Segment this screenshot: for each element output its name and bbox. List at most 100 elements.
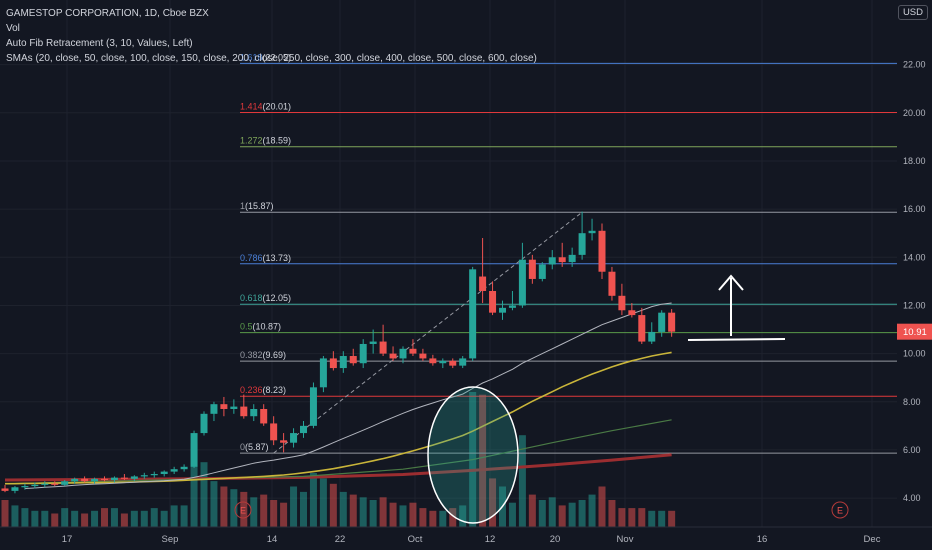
volume-bar [439,510,447,527]
earnings-icon[interactable] [234,501,252,519]
candle-body[interactable] [110,477,118,481]
candle-body[interactable] [290,433,298,443]
fib-level-label: 0.786(13.73) [240,253,291,263]
volume-bar [648,510,656,527]
candle-body[interactable] [568,254,576,263]
price-axis[interactable] [897,0,932,550]
candle-body[interactable] [11,487,19,491]
candle-body[interactable] [578,233,586,255]
candle-body[interactable] [489,290,497,313]
candle-body[interactable] [459,358,467,366]
volume-bar [359,497,367,527]
candle-body[interactable] [250,408,258,417]
candle-body[interactable] [419,353,427,359]
indicator-volume[interactable]: Vol [6,23,20,34]
candle-body[interactable] [160,471,168,475]
candle-body[interactable] [120,477,128,479]
fib-level-label: 1.618(22.05) [240,52,291,62]
volume-bar [91,510,99,527]
candle-body[interactable] [1,488,9,491]
candle-body[interactable] [449,360,457,366]
candle-body[interactable] [518,259,526,306]
candle-body[interactable] [508,305,516,308]
sma50-line [5,351,672,485]
earnings-icon[interactable] [831,501,849,519]
candle-body[interactable] [180,466,188,470]
time-axis[interactable] [0,527,932,550]
highlight-ellipse[interactable] [427,386,519,524]
candle-body[interactable] [101,478,108,481]
candle-body[interactable] [389,353,397,359]
indicator-fib[interactable]: Auto Fib Retracement (3, 10, Values, Lef… [6,38,193,49]
price-tick-label: 18.00 [903,156,926,166]
candle-body[interactable] [21,486,29,488]
candle-body[interactable] [469,269,477,359]
candle-body[interactable] [170,469,178,472]
candle-body[interactable] [309,387,317,426]
candle-body[interactable] [200,413,208,434]
candle-body[interactable] [260,408,268,424]
time-tick-label: Oct [408,534,423,545]
currency-button[interactable]: USD [897,5,928,20]
candle-body[interactable] [598,230,606,272]
candle-body[interactable] [240,406,248,417]
volume-bar [290,486,298,527]
candle-body[interactable] [41,483,49,485]
candle-body[interactable] [628,310,636,316]
volume-bar [170,505,178,527]
symbol-title[interactable]: GAMESTOP CORPORATION, 1D, Cboe BZX [6,8,209,19]
candle-body[interactable] [499,307,506,313]
candle-body[interactable] [210,404,218,414]
candle-body[interactable] [91,478,99,482]
fib-level-label: 0.382(9.69) [240,350,286,360]
volume-bar [329,483,337,527]
candle-body[interactable] [300,425,307,434]
candle-body[interactable] [339,356,347,369]
candle-body[interactable] [399,348,407,359]
candle-body[interactable] [528,259,536,279]
volume-bar [339,491,347,527]
candle-body[interactable] [220,404,228,409]
candle-body[interactable] [429,358,437,364]
candle-body[interactable] [479,276,487,291]
candle-body[interactable] [51,483,59,485]
candle-body[interactable] [409,348,417,354]
candle-body[interactable] [280,440,288,443]
candle-body[interactable] [329,358,337,369]
candle-body[interactable] [190,433,198,467]
candle-body[interactable] [538,264,546,279]
candle-body[interactable] [439,360,447,364]
candle-body[interactable] [319,358,327,388]
candle-body[interactable] [31,484,39,487]
volume-bar [250,497,258,527]
candle-body[interactable] [81,478,89,482]
candle-body[interactable] [608,271,616,296]
candle-body[interactable] [349,356,357,364]
candle-body[interactable] [230,406,238,409]
candle-body[interactable] [668,312,676,332]
volume-bar [399,505,407,527]
candle-body[interactable] [140,475,148,477]
time-tick-label: Sep [162,534,179,545]
candle-body[interactable] [548,257,556,265]
candle-body[interactable] [150,474,158,476]
candle-body[interactable] [658,312,666,332]
candle-body[interactable] [558,257,566,263]
volume-bar [240,491,248,527]
volume-bar [628,508,636,527]
candle-body[interactable] [638,315,646,342]
candle-body[interactable] [618,295,626,311]
candle-body[interactable] [61,481,69,485]
candle-body[interactable] [588,230,596,234]
candle-body[interactable] [359,343,367,364]
candle-body[interactable] [130,476,138,479]
support-line-drawing[interactable] [687,338,786,341]
indicator-smas[interactable]: SMAs (20, close, 50, close, 100, close, … [6,53,537,64]
candle-body[interactable] [71,478,79,482]
volume-bar [608,500,616,527]
candle-body[interactable] [379,341,387,354]
candle-body[interactable] [270,423,278,441]
candle-body[interactable] [369,341,377,344]
candle-body[interactable] [648,331,656,342]
